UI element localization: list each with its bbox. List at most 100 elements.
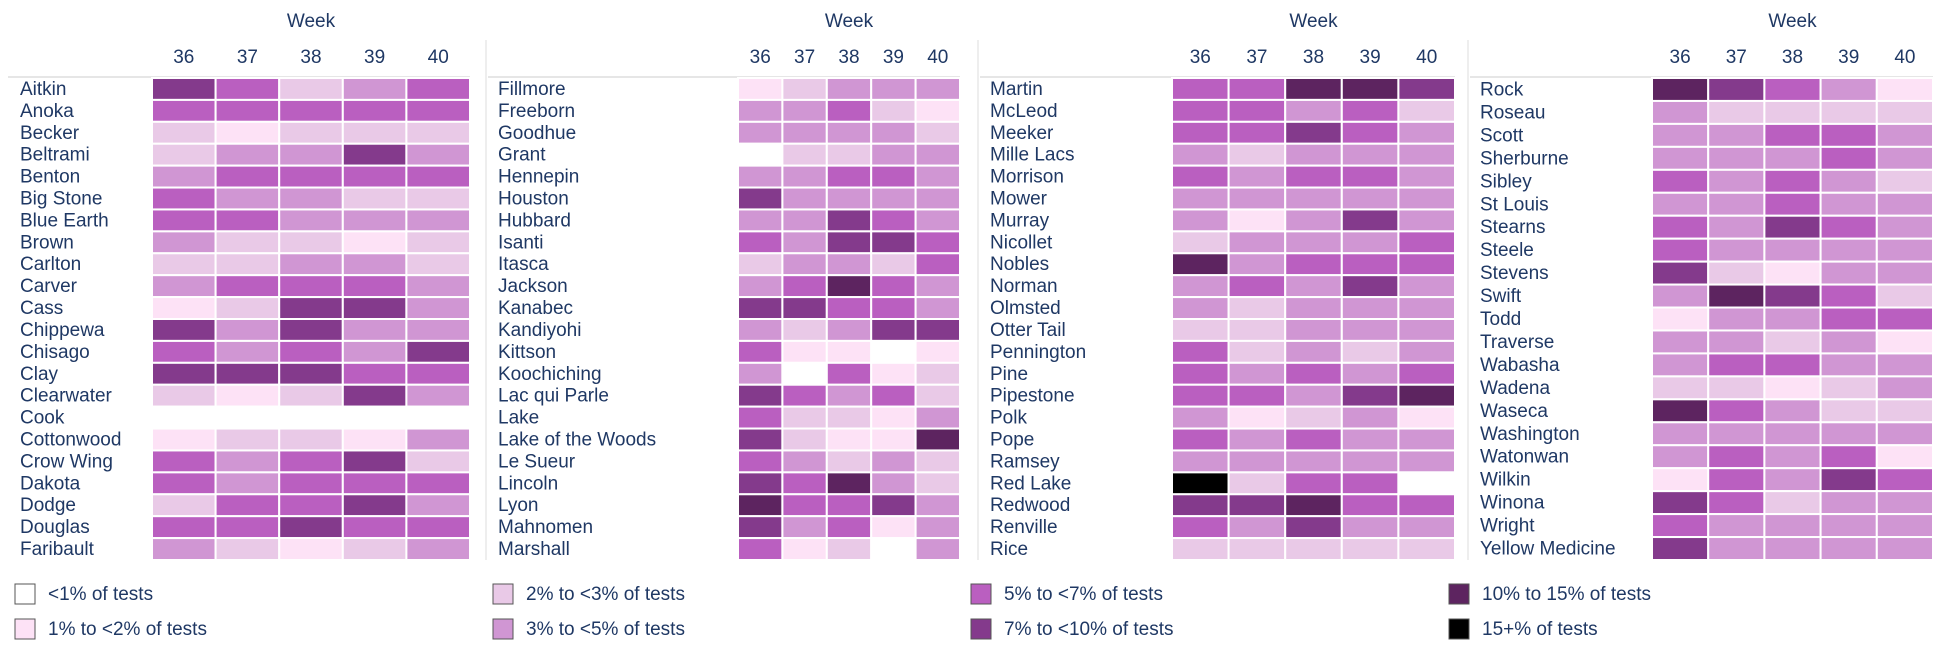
cell <box>214 252 281 277</box>
cell <box>1651 306 1710 332</box>
cell <box>1707 260 1766 286</box>
cell <box>214 208 281 233</box>
row-label: Mahnomen <box>498 517 593 538</box>
cell <box>870 339 917 364</box>
cell <box>914 77 961 101</box>
cell <box>914 471 961 496</box>
cell <box>1340 405 1400 430</box>
cell <box>1763 168 1822 194</box>
cell <box>781 208 828 233</box>
cell <box>151 252 217 277</box>
cell <box>1875 352 1933 378</box>
cell <box>1763 513 1822 539</box>
cell <box>1875 421 1933 447</box>
cell <box>1284 164 1343 189</box>
cell <box>341 471 408 496</box>
cell <box>1763 145 1822 171</box>
legend-label: 10% to 15% of tests <box>1482 584 1651 605</box>
cell <box>1651 375 1710 401</box>
cell <box>1819 145 1878 171</box>
cell <box>1340 296 1400 321</box>
cell <box>1284 471 1343 496</box>
cell <box>914 230 961 255</box>
cell <box>1284 296 1343 321</box>
cell <box>825 537 873 561</box>
cell <box>1875 214 1933 240</box>
cell <box>825 98 873 123</box>
column-label: 38 <box>300 47 321 68</box>
legend-label: 15+% of tests <box>1482 619 1598 640</box>
cell <box>914 449 961 474</box>
cell <box>1340 318 1400 342</box>
column-label: 40 <box>428 47 449 68</box>
row-label: Renville <box>990 517 1058 538</box>
cell <box>737 252 784 277</box>
cell <box>1651 260 1710 286</box>
cell <box>1284 208 1343 233</box>
cell <box>405 252 471 277</box>
cell <box>1819 398 1878 424</box>
cell <box>914 318 961 342</box>
cell <box>214 493 281 518</box>
cell <box>151 120 217 145</box>
cell <box>737 98 784 123</box>
cell <box>1171 318 1230 342</box>
cell <box>1340 77 1400 101</box>
row-label: Roseau <box>1480 102 1546 123</box>
cell <box>341 493 408 518</box>
cell <box>214 120 281 145</box>
row-label: Dakota <box>20 473 81 494</box>
cell <box>1227 449 1287 474</box>
cell <box>1763 398 1822 424</box>
cell <box>1397 186 1457 211</box>
row-label: Waseca <box>1480 401 1548 422</box>
cell <box>341 427 408 452</box>
cell <box>781 164 828 189</box>
cell <box>405 208 471 233</box>
cell <box>214 296 281 321</box>
cell <box>341 339 408 364</box>
cell <box>1284 427 1343 452</box>
cell <box>1397 427 1457 452</box>
row-label: Aitkin <box>20 79 66 100</box>
column-label: 39 <box>1360 47 1381 68</box>
cell <box>1227 98 1287 123</box>
cell <box>1819 375 1878 401</box>
cell <box>278 318 344 342</box>
cell <box>737 296 784 321</box>
cell <box>1651 513 1710 539</box>
column-label: 38 <box>838 47 859 68</box>
row-label: Nicollet <box>990 232 1053 253</box>
cell <box>1651 77 1710 102</box>
cell <box>1819 283 1878 309</box>
cell <box>1284 383 1343 408</box>
cell <box>151 98 217 123</box>
cell <box>1340 186 1400 211</box>
cell <box>825 339 873 364</box>
cell <box>914 274 961 299</box>
row-label: Sherburne <box>1480 148 1569 169</box>
x-axis-label: Week <box>1289 11 1338 32</box>
cell <box>278 339 344 364</box>
cell <box>781 186 828 211</box>
cell <box>825 252 873 277</box>
cell <box>825 318 873 342</box>
cell <box>870 383 917 408</box>
cell <box>1819 260 1878 286</box>
cell <box>781 77 828 101</box>
cell <box>1707 77 1766 102</box>
column-label: 40 <box>1416 47 1437 68</box>
cell <box>214 186 281 211</box>
cell <box>914 208 961 233</box>
cell <box>914 361 961 386</box>
cell <box>341 318 408 342</box>
cell <box>1171 449 1230 474</box>
cell <box>914 252 961 277</box>
cell <box>1819 536 1878 561</box>
cell <box>781 383 828 408</box>
cell <box>1227 339 1287 364</box>
cell <box>1227 515 1287 540</box>
cell <box>278 208 344 233</box>
row-label: Washington <box>1480 424 1580 445</box>
